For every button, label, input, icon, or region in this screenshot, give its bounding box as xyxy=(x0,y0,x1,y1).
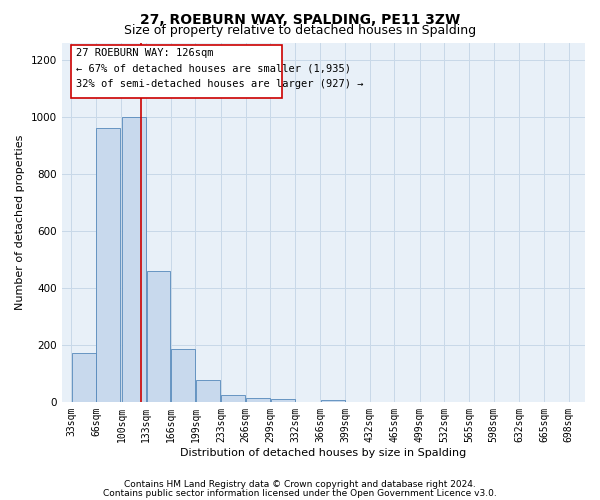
X-axis label: Distribution of detached houses by size in Spalding: Distribution of detached houses by size … xyxy=(180,448,466,458)
Text: Contains HM Land Registry data © Crown copyright and database right 2024.: Contains HM Land Registry data © Crown c… xyxy=(124,480,476,489)
Bar xyxy=(97,128,121,402)
Text: Contains public sector information licensed under the Open Government Licence v3: Contains public sector information licen… xyxy=(103,488,497,498)
Bar xyxy=(221,394,245,402)
Bar xyxy=(171,349,195,402)
Text: 32% of semi-detached houses are larger (927) →: 32% of semi-detached houses are larger (… xyxy=(76,79,364,89)
Bar xyxy=(321,400,344,402)
Text: Size of property relative to detached houses in Spalding: Size of property relative to detached ho… xyxy=(124,24,476,37)
Bar xyxy=(246,398,270,402)
Text: 27 ROEBURN WAY: 126sqm: 27 ROEBURN WAY: 126sqm xyxy=(76,48,214,58)
Bar xyxy=(72,354,95,402)
Text: ← 67% of detached houses are smaller (1,935): ← 67% of detached houses are smaller (1,… xyxy=(76,64,351,74)
Y-axis label: Number of detached properties: Number of detached properties xyxy=(15,134,25,310)
Bar xyxy=(146,270,170,402)
FancyBboxPatch shape xyxy=(71,45,282,98)
Bar xyxy=(196,380,220,402)
Bar xyxy=(271,399,295,402)
Bar xyxy=(122,116,146,402)
Text: 27, ROEBURN WAY, SPALDING, PE11 3ZW: 27, ROEBURN WAY, SPALDING, PE11 3ZW xyxy=(140,12,460,26)
